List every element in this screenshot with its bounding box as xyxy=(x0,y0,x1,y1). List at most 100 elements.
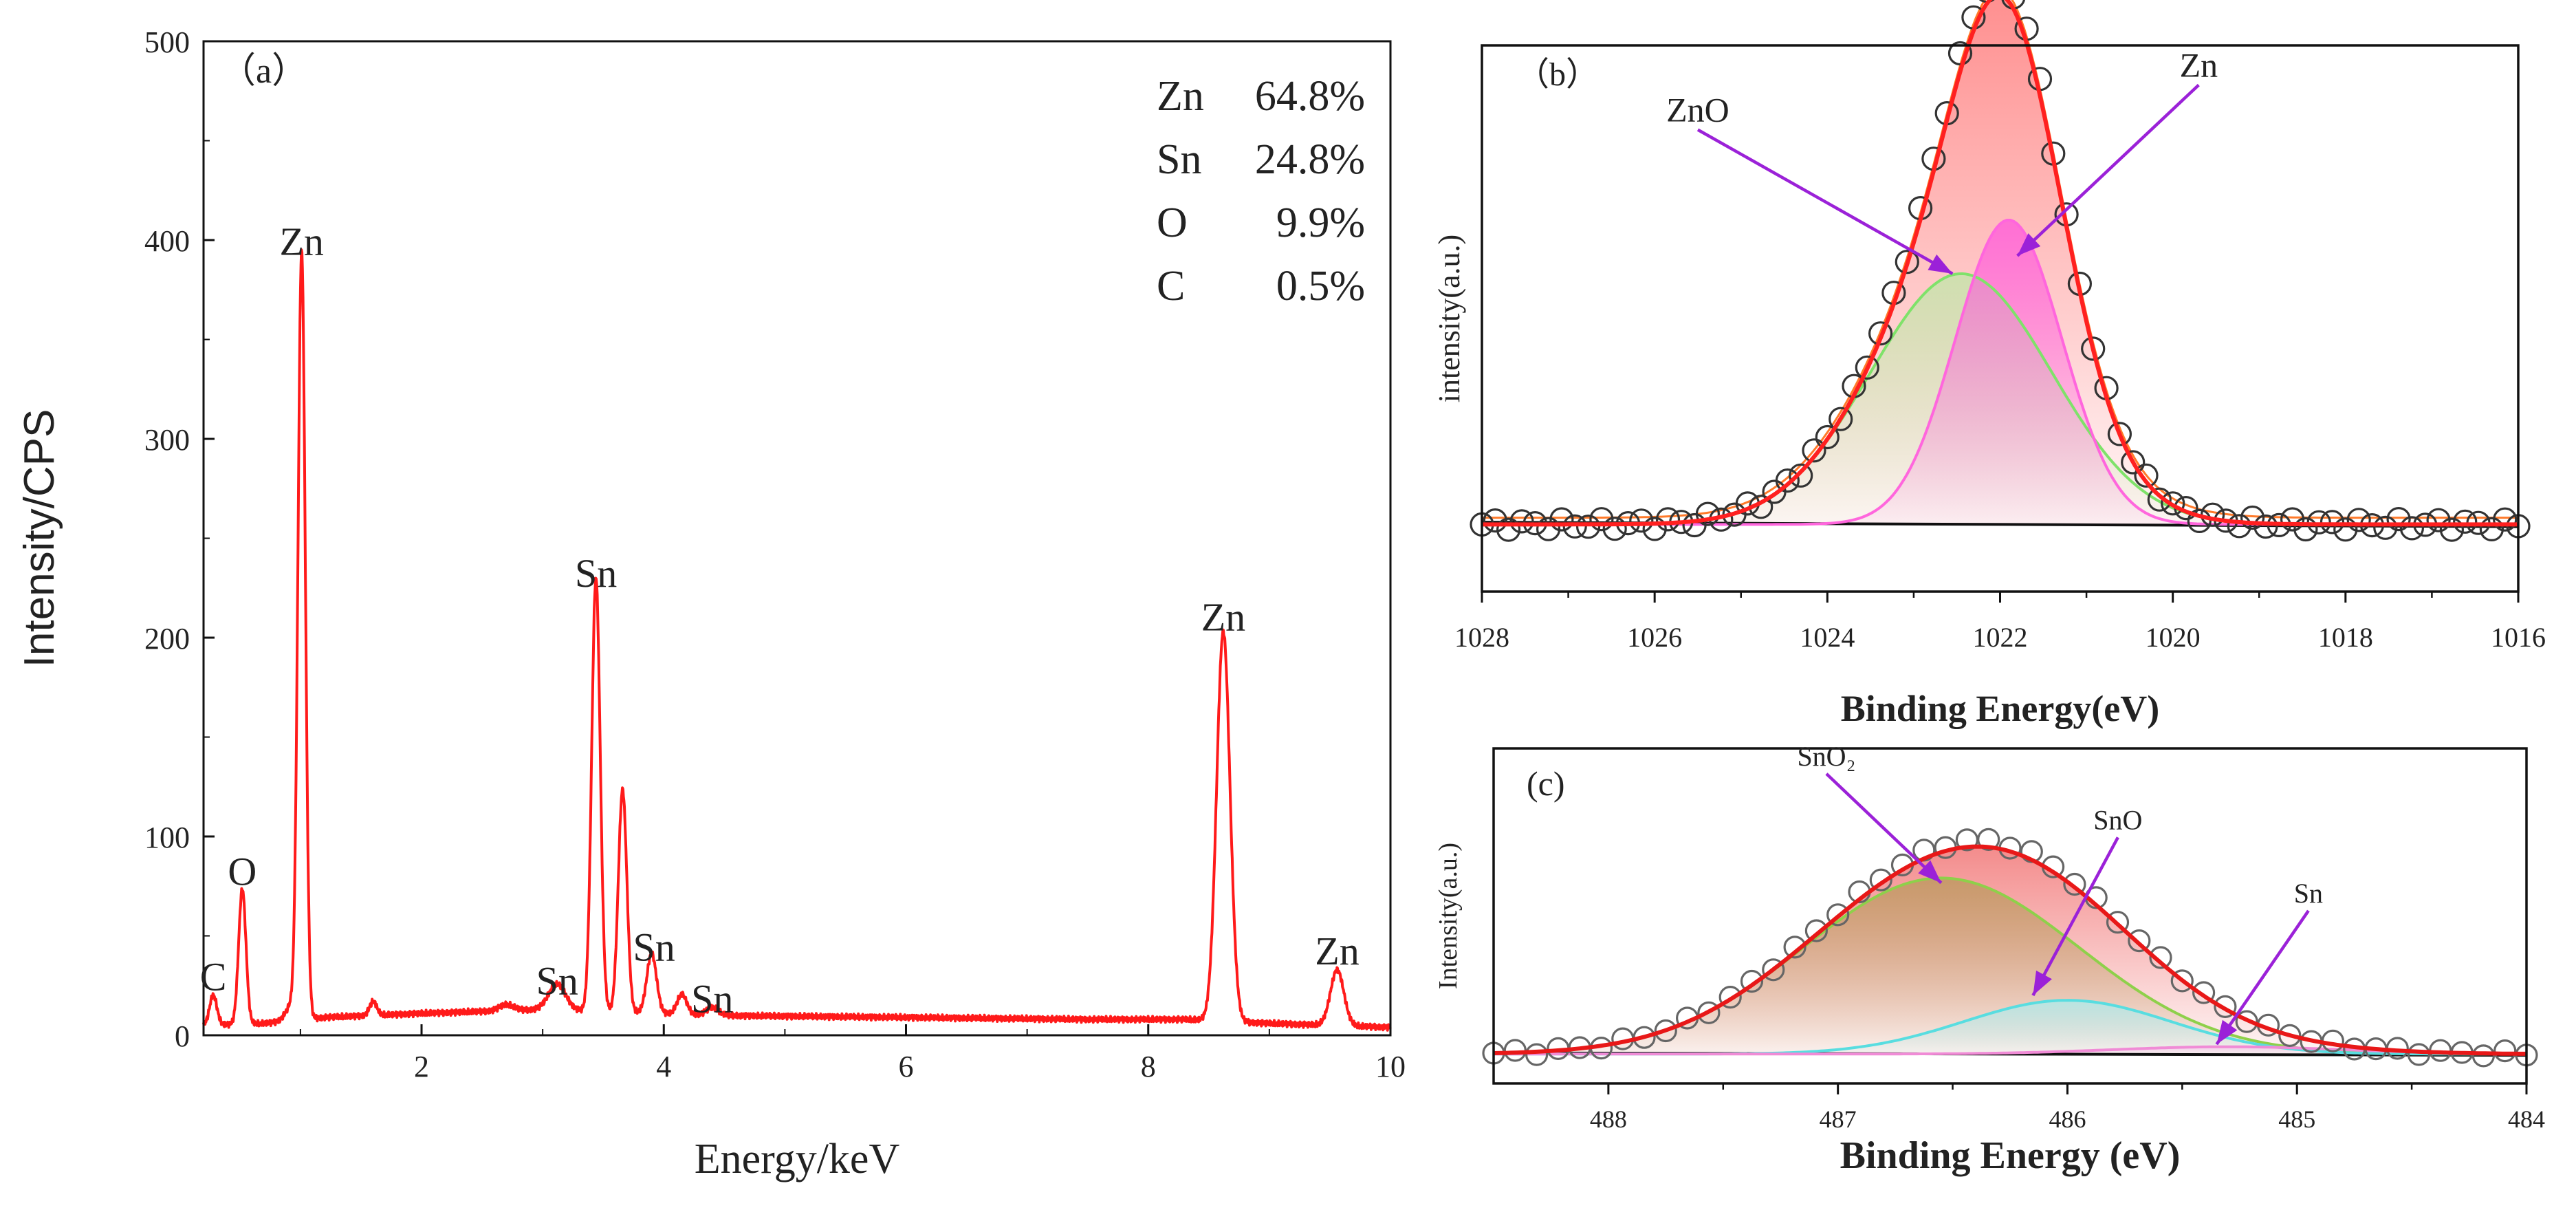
data-point-c xyxy=(2493,1039,2517,1063)
panel-b: 1028 1026 1024 1022 1020 1018 1016 Binding Ener… xyxy=(1432,0,2546,729)
panel-label-c: (c) xyxy=(1527,764,1565,803)
annotation-arrowhead-b xyxy=(1928,254,1953,274)
data-point-b xyxy=(2081,336,2106,361)
data-point-b xyxy=(2227,514,2251,539)
peak-label-a: Sn xyxy=(633,925,675,969)
data-point-b xyxy=(1576,515,1601,539)
data-point-b xyxy=(2333,517,2358,542)
data-point-b xyxy=(1868,321,1893,346)
component-line-c xyxy=(1494,1045,2526,1056)
peak-label-a: O xyxy=(228,849,256,894)
composition-value: 0.5% xyxy=(1276,263,1365,310)
x-tick-label-c: 488 xyxy=(1590,1105,1627,1133)
data-point-b xyxy=(1947,41,1973,66)
annotation-arrowhead-b xyxy=(2017,233,2041,256)
data-point-c xyxy=(1869,868,1892,892)
x-tick-label-b: 1026 xyxy=(1627,622,1682,653)
data-point-b xyxy=(2107,422,2132,446)
data-point-b xyxy=(2320,510,2345,534)
x-tick-label-a: 2 xyxy=(414,1050,429,1083)
fit-envelope-c xyxy=(1493,844,2526,1056)
fit-envelope-b xyxy=(1482,0,2518,527)
component-fill-b xyxy=(1482,220,2518,525)
data-point-c xyxy=(1762,958,1785,982)
peak-label-a: Zn xyxy=(279,219,323,263)
x-tick-label-c: 484 xyxy=(2508,1105,2545,1133)
x-tick-label-c: 487 xyxy=(1820,1105,1857,1133)
data-point-b xyxy=(1855,355,1879,380)
data-point-b xyxy=(1802,438,1826,463)
y-tick-label-a: 100 xyxy=(144,821,190,854)
data-point-c xyxy=(2192,981,2216,1004)
peak-label-a: C xyxy=(200,955,227,1000)
data-point-b xyxy=(1655,507,1681,532)
annotation-arrow-c xyxy=(2215,909,2310,1046)
component-fill-c xyxy=(1494,1046,2526,1055)
data-point-b xyxy=(2453,509,2478,534)
annotation-arrow-b xyxy=(1696,128,1954,275)
composition-value: 9.9% xyxy=(1276,199,1365,246)
y-tick-label-a: 300 xyxy=(144,423,190,457)
x-tick-label-b: 1024 xyxy=(1800,622,1855,653)
data-point-b xyxy=(2253,514,2278,539)
data-point-c xyxy=(2106,911,2130,934)
data-point-c xyxy=(2407,1043,2431,1066)
data-point-c xyxy=(1783,936,1807,959)
annotation-arrowhead-c xyxy=(2033,970,2052,996)
data-point-b xyxy=(2147,487,2172,512)
annotation-label-b: Zn xyxy=(2180,46,2218,85)
spectrum-line-a xyxy=(202,248,1392,1032)
x-tick-label-b: 1020 xyxy=(2146,622,2201,653)
peak-label-a: Sn xyxy=(691,976,733,1021)
data-point-c xyxy=(2278,1024,2302,1048)
x-axis-label-b: Binding Energy(eV) xyxy=(1841,688,2160,729)
x-tick-label-b: 1018 xyxy=(2318,622,2373,653)
y-tick-label-a: 0 xyxy=(175,1019,190,1053)
x-tick-label-b: 1028 xyxy=(1454,622,1509,653)
data-point-b xyxy=(2121,450,2146,475)
data-point-c xyxy=(2170,969,2194,993)
data-point-b xyxy=(2161,491,2185,516)
x-tick-label-c: 486 xyxy=(2049,1105,2086,1133)
data-point-c xyxy=(1977,828,2000,852)
annotation-arrowhead-c xyxy=(1918,860,1941,883)
data-point-c xyxy=(2235,1010,2258,1033)
annotation-arrow-b xyxy=(2016,83,2200,257)
data-point-c xyxy=(2214,995,2237,1019)
x-tick-label-a: 8 xyxy=(1141,1050,1156,1083)
panel-a: 2 4 6 8 100100200300400500Energy/keVIntensit… xyxy=(16,25,1406,1182)
y-axis-label-b: intensity(a.u.) xyxy=(1432,235,1466,402)
data-point-b xyxy=(1496,517,1521,542)
composition-element: C xyxy=(1157,263,1185,310)
y-tick-label-a: 500 xyxy=(144,25,190,59)
data-point-b xyxy=(1695,501,1720,526)
y-axis-label-a: Intensity/CPS xyxy=(16,409,63,668)
data-point-c xyxy=(1740,969,1764,993)
data-point-b xyxy=(2346,508,2371,532)
data-point-b xyxy=(1829,407,1853,431)
peak-label-a: Zn xyxy=(1315,929,1359,973)
component-fill-c xyxy=(1494,1000,2526,1055)
data-point-b xyxy=(2386,506,2411,532)
plot-frame-c xyxy=(1492,747,2528,1085)
y-tick-label-a: 200 xyxy=(144,622,190,656)
data-point-b xyxy=(1509,509,1534,534)
data-point-c xyxy=(1718,985,1742,1009)
y-axis-label-c: Intensity(a.u.) xyxy=(1434,843,1463,989)
composition-element: O xyxy=(1157,199,1188,246)
data-point-b xyxy=(1789,463,1813,488)
data-point-b xyxy=(2373,515,2398,540)
panel-c: 488 487 486 485 484 Binding Energy (eV) Intens… xyxy=(1434,741,2545,1177)
data-point-b xyxy=(2187,508,2212,534)
x-tick-label-b: 1022 xyxy=(1973,622,2028,653)
data-point-c xyxy=(1804,919,1828,942)
data-point-c xyxy=(1826,903,1850,927)
data-point-c xyxy=(1525,1043,1549,1066)
data-point-b xyxy=(1775,468,1800,493)
data-point-b xyxy=(2439,517,2464,542)
data-point-b xyxy=(1549,507,1574,532)
data-point-b xyxy=(1895,250,1919,274)
data-point-b xyxy=(1642,517,1667,541)
component-fill-c xyxy=(1494,878,2526,1055)
